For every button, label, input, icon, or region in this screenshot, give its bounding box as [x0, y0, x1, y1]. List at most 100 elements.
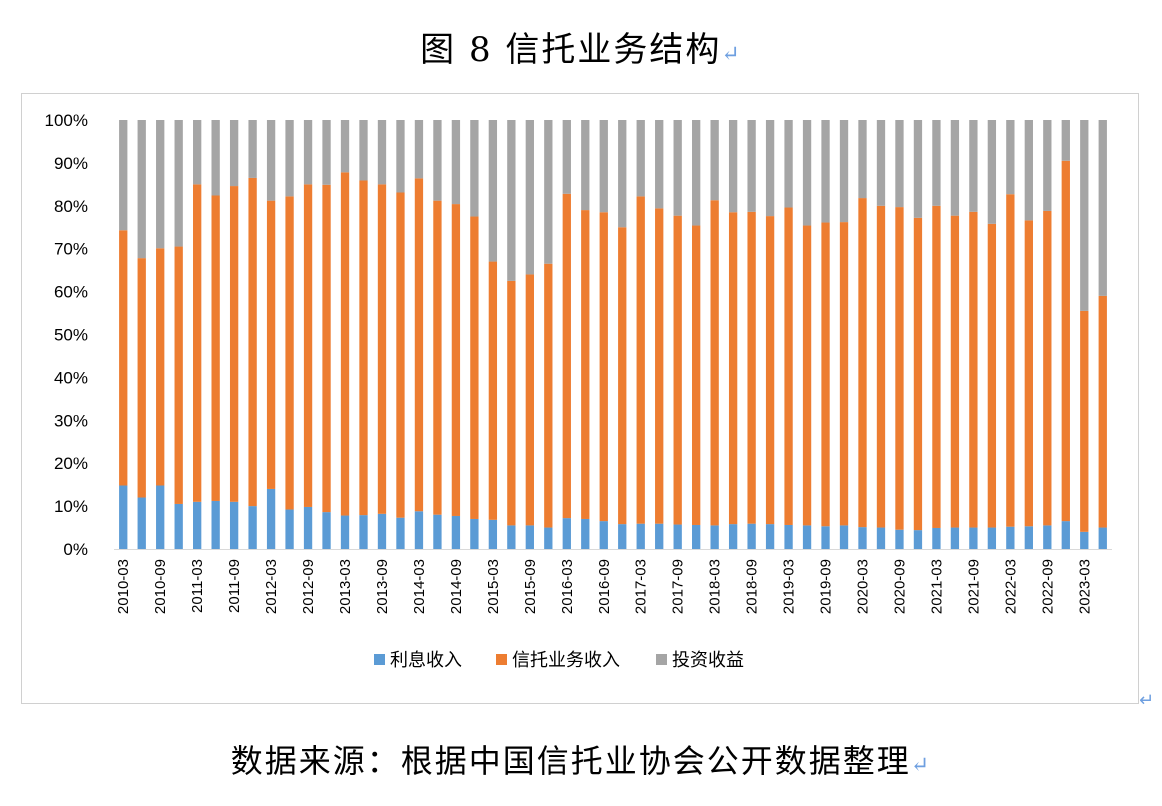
bar-segment-3	[618, 120, 627, 228]
x-tick-label: 2013-03	[337, 559, 354, 614]
bar-segment-2	[1080, 310, 1089, 532]
legend-label: 信托业务收入	[512, 650, 620, 670]
bar-segment-1	[969, 527, 978, 549]
bar-segment-3	[1006, 120, 1015, 195]
x-tick-label: 2017-09	[670, 559, 687, 614]
figure-title-text: 图 8 信托业务结构	[420, 30, 722, 70]
bar-segment-3	[747, 120, 756, 212]
return-mark-icon: ↵	[721, 42, 742, 67]
bar-segment-2	[156, 248, 165, 486]
bar-segment-1	[470, 518, 479, 549]
bar-segment-1	[655, 523, 664, 549]
bar-segment-1	[248, 506, 257, 549]
x-tick-label: 2022-09	[1039, 559, 1056, 614]
x-tick-label: 2022-03	[1002, 559, 1019, 614]
bar-segment-2	[544, 263, 553, 528]
bar-segment-2	[137, 258, 146, 498]
bar-segment-2	[562, 193, 571, 519]
bar-segment-3	[655, 120, 664, 209]
x-tick-label: 2019-09	[818, 559, 835, 614]
x-tick-label: 2015-03	[485, 559, 502, 614]
bar-segment-3	[950, 120, 960, 216]
bar-segment-3	[858, 120, 867, 199]
x-tick-label: 2012-03	[263, 559, 280, 614]
bar-segment-1	[636, 523, 645, 549]
x-tick-label: 2015-09	[522, 559, 539, 614]
figure-title: 图 8 信托业务结构↵	[0, 22, 1162, 71]
source-note-text: 数据来源：根据中国信托业协会公开数据整理	[230, 742, 911, 780]
bar-segment-1	[1043, 525, 1052, 549]
bar-segment-3	[377, 120, 387, 185]
bar-segment-1	[784, 524, 793, 549]
bar-segment-3	[285, 120, 294, 197]
bar-segment-3	[876, 120, 886, 206]
legend-label: 利息收入	[390, 650, 462, 670]
bar-segment-2	[119, 230, 128, 486]
bar-segment-2	[876, 205, 886, 528]
bar-segment-1	[488, 519, 498, 549]
x-tick-label: 2018-09	[744, 559, 761, 614]
bar-segment-1	[562, 518, 571, 549]
bar-segment-1	[673, 524, 682, 549]
bar-segment-1	[858, 527, 867, 549]
bar-segment-3	[1080, 120, 1089, 311]
y-tick-label: 40%	[54, 368, 88, 387]
x-tick-label: 2020-03	[855, 559, 872, 614]
bar-segment-1	[747, 523, 756, 549]
bar-segment-1	[174, 503, 183, 549]
bar-segment-2	[322, 184, 331, 513]
bar-segment-3	[470, 120, 479, 217]
bar-segment-2	[229, 186, 239, 502]
bar-segment-3	[895, 120, 904, 208]
bar-segment-3	[1098, 120, 1107, 296]
bar-segment-1	[303, 506, 313, 549]
bar-segment-2	[470, 216, 479, 519]
y-tick-label: 70%	[54, 240, 88, 259]
bar-segment-1	[137, 497, 146, 549]
x-tick-label: 2021-09	[965, 559, 982, 614]
bar-segment-3	[839, 120, 849, 223]
bar-segment-2	[784, 207, 793, 525]
bar-segment-3	[174, 120, 183, 247]
bar-segment-3	[433, 120, 442, 201]
bar-segment-1	[1098, 527, 1107, 549]
bar-segment-2	[636, 196, 645, 524]
bar-segment-1	[266, 488, 276, 549]
bar-segment-3	[544, 120, 553, 264]
bar-segment-2	[340, 172, 350, 516]
x-tick-label: 2011-09	[226, 559, 243, 613]
bar-segment-1	[1080, 531, 1089, 549]
bar-segment-3	[340, 120, 350, 173]
bar-segment-3	[507, 120, 516, 281]
bar-segment-2	[987, 223, 997, 528]
bar-segment-2	[451, 204, 461, 516]
bar-segment-3	[322, 120, 331, 185]
bar-segment-2	[1043, 210, 1052, 526]
bar-segment-2	[932, 205, 941, 528]
bar-segment-3	[636, 120, 645, 197]
bar-segment-1	[821, 526, 830, 549]
bar-segment-2	[1098, 295, 1107, 528]
bar-segment-1	[913, 530, 923, 549]
bar-segment-1	[507, 525, 516, 549]
paragraph-mark-icon: ↵	[1139, 690, 1155, 711]
bar-segment-2	[433, 200, 442, 515]
bar-segment-1	[765, 524, 775, 549]
x-tick-label: 2016-09	[596, 559, 613, 614]
y-tick-label: 20%	[54, 454, 88, 473]
bar-segment-3	[414, 120, 424, 179]
y-tick-label: 10%	[54, 497, 88, 516]
legend-label: 投资收益	[672, 650, 744, 670]
bar-segment-1	[950, 527, 960, 549]
bar-segment-1	[839, 525, 849, 549]
bar-segment-1	[396, 517, 405, 549]
x-tick-label: 2014-09	[448, 559, 465, 614]
bar-segment-3	[396, 120, 405, 193]
bar-segment-1	[156, 485, 165, 549]
bar-segment-2	[525, 274, 534, 526]
bar-segment-1	[414, 511, 424, 549]
bar-segment-3	[821, 120, 830, 223]
bar-segment-1	[119, 485, 128, 549]
chart-frame: 0% 10% 20% 30% 40% 50% 60% 70% 80% 90% 100% 2010-03…	[21, 93, 1139, 704]
legend-swatch	[496, 654, 507, 665]
